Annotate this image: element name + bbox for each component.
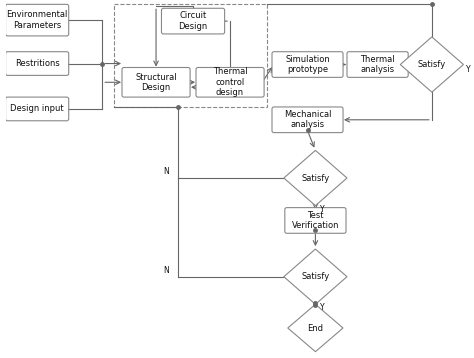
Text: Structural
Design: Structural Design [135, 73, 177, 92]
Text: Y: Y [466, 66, 471, 74]
FancyBboxPatch shape [285, 208, 346, 233]
Text: Restritions: Restritions [15, 59, 60, 68]
Polygon shape [284, 249, 347, 304]
FancyBboxPatch shape [122, 68, 190, 97]
Polygon shape [284, 150, 347, 205]
Text: Y: Y [320, 303, 325, 312]
Text: Satisfy: Satisfy [301, 272, 329, 281]
FancyBboxPatch shape [272, 52, 343, 77]
Text: N: N [164, 167, 169, 176]
Text: Thermal
control
design: Thermal control design [213, 67, 247, 97]
Polygon shape [400, 37, 464, 92]
Text: Satisfy: Satisfy [418, 60, 446, 69]
FancyBboxPatch shape [347, 52, 408, 77]
FancyBboxPatch shape [6, 97, 69, 121]
Text: N: N [164, 266, 169, 275]
Text: Simulation
prototype: Simulation prototype [285, 55, 330, 74]
FancyBboxPatch shape [6, 52, 69, 76]
Polygon shape [288, 304, 343, 352]
Bar [114, 4, 267, 107]
Text: Y: Y [320, 204, 325, 214]
Text: Thermal
analysis: Thermal analysis [360, 55, 395, 74]
FancyBboxPatch shape [162, 8, 225, 34]
Text: Design input: Design input [10, 105, 64, 113]
FancyBboxPatch shape [272, 107, 343, 132]
Text: End: End [308, 324, 323, 333]
Text: Circuit
Design: Circuit Design [178, 11, 208, 31]
Text: Environmental
Parameters: Environmental Parameters [7, 10, 68, 30]
Text: Mechanical
analysis: Mechanical analysis [284, 110, 331, 130]
Text: Satisfy: Satisfy [301, 174, 329, 183]
FancyBboxPatch shape [196, 68, 264, 97]
FancyBboxPatch shape [6, 4, 69, 36]
Text: Test
Verification: Test Verification [292, 211, 339, 230]
